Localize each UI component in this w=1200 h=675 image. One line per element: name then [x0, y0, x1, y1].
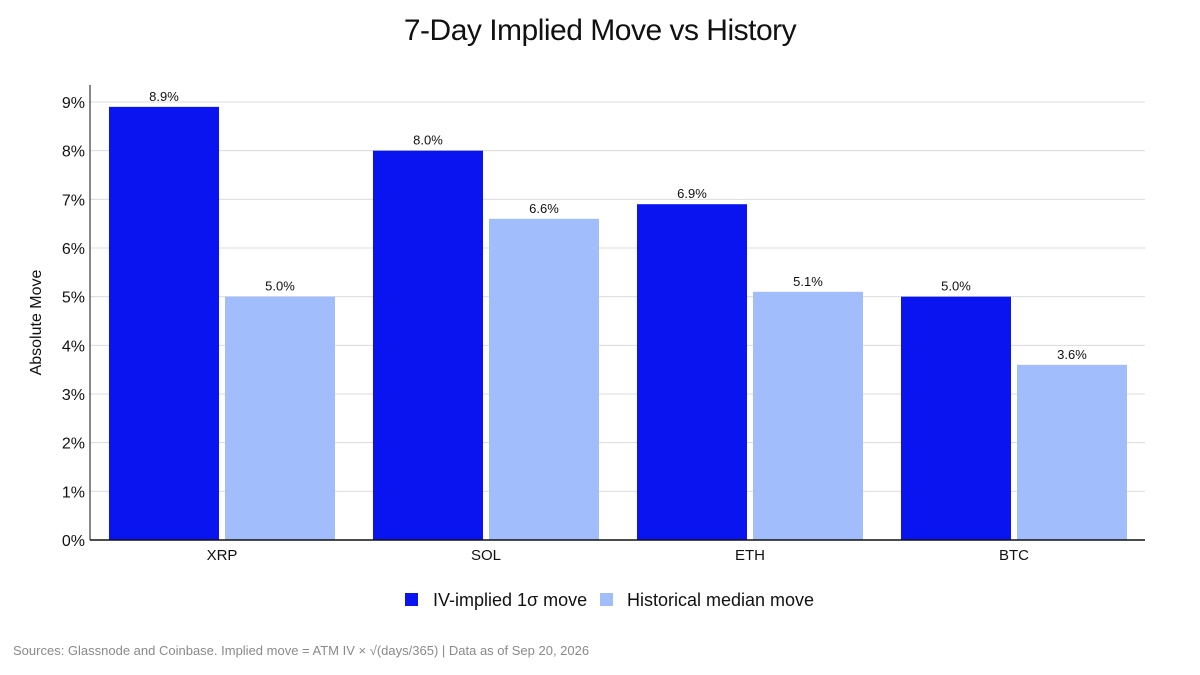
- y-axis-title: Absolute Move: [28, 269, 45, 375]
- bar-sol-series-2: [489, 218, 599, 541]
- legend-label: IV-implied 1σ move: [433, 590, 587, 610]
- bar-eth-series-2: [753, 291, 863, 540]
- x-tick-label: ETH: [735, 547, 765, 564]
- data-label: 6.6%: [529, 201, 559, 216]
- y-tick-label: 1%: [62, 484, 85, 501]
- data-label: 8.0%: [413, 133, 443, 148]
- bar-btc-series-1: [901, 296, 1011, 540]
- data-label: 3.6%: [1057, 347, 1087, 362]
- y-tick-label: 7%: [62, 192, 85, 209]
- bar-xrp-series-1: [109, 106, 219, 540]
- source-note: Sources: Glassnode and Coinbase. Implied…: [13, 643, 590, 658]
- y-tick-label: 6%: [62, 241, 85, 258]
- x-tick-label: XRP: [207, 547, 238, 564]
- bar-eth-series-1: [637, 204, 747, 540]
- y-tick-label: 4%: [62, 338, 85, 355]
- y-tick-label: 3%: [62, 387, 85, 404]
- data-label: 5.0%: [265, 279, 295, 294]
- x-tick-label: SOL: [471, 547, 501, 564]
- data-label: 5.1%: [793, 274, 823, 289]
- data-label: 5.0%: [941, 279, 971, 294]
- y-tick-label: 8%: [62, 144, 85, 161]
- chart-title: 7-Day Implied Move vs History: [403, 14, 797, 47]
- y-tick-label: 9%: [62, 95, 85, 112]
- axes: [89, 85, 1145, 541]
- y-tick-label: 2%: [62, 436, 85, 453]
- legend: IV-implied 1σ move Historical median move: [405, 590, 814, 610]
- bars: [109, 106, 1127, 541]
- bar-btc-series-2: [1017, 364, 1127, 540]
- legend-swatch: [405, 593, 418, 606]
- data-label: 8.9%: [149, 89, 179, 104]
- y-tick-label: 0%: [62, 533, 85, 550]
- x-tick-label: BTC: [999, 547, 1029, 564]
- legend-label: Historical median move: [627, 590, 814, 610]
- data-label: 6.9%: [677, 186, 707, 201]
- bar-xrp-series-2: [225, 296, 335, 540]
- y-tick-label: 5%: [62, 290, 85, 307]
- bar-sol-series-1: [373, 150, 483, 540]
- legend-swatch: [600, 593, 613, 606]
- labels: 0% 1% 2% 3% 4% 5% 6% 7% 8% 9% Absolute Move 8.9% 5.0…: [28, 89, 1087, 564]
